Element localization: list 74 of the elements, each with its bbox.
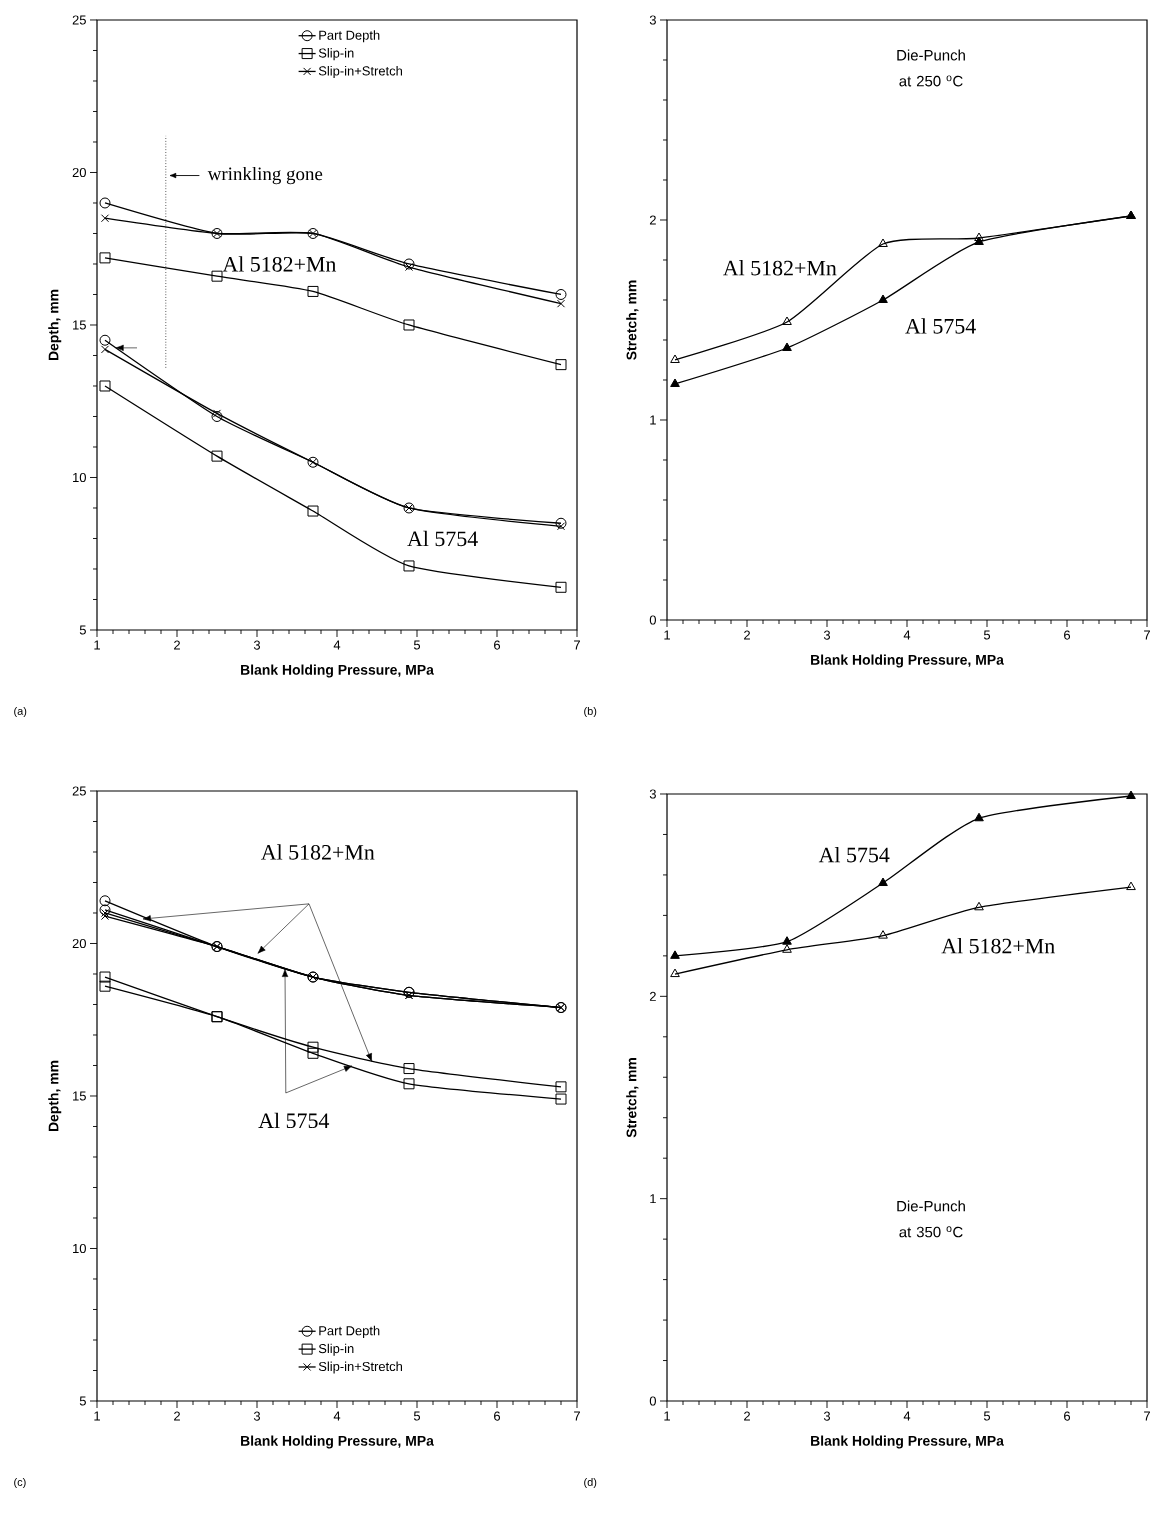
x-tick-label: 5 — [413, 640, 421, 650]
y-tick-label: 10 — [73, 472, 86, 483]
x-tick-label: 3 — [823, 630, 831, 640]
x-tick-label: 3 — [823, 1411, 831, 1421]
annotation: Al 5754 — [258, 1112, 330, 1129]
y-tick-label: 2 — [649, 215, 656, 225]
x-tick-label: 7 — [1144, 630, 1150, 640]
legend-label: Part Depth — [319, 1325, 380, 1338]
x-tick-label: 4 — [903, 1411, 911, 1421]
annotation: Al 5182+Mn — [222, 256, 337, 272]
x-tick-label: 2 — [174, 640, 180, 650]
x-tick-label: 7 — [574, 1411, 580, 1421]
legend-label: Slip-in — [318, 48, 354, 61]
x-tick-label: 5 — [983, 630, 991, 640]
y-tick-label: 10 — [73, 1243, 86, 1254]
annotation: Al 5182+Mn — [941, 938, 1055, 954]
x-tick-label: 1 — [94, 1411, 100, 1421]
y-tick-label: 20 — [72, 167, 86, 178]
x-tick-label: 6 — [1064, 630, 1071, 640]
x-tick-label: 6 — [494, 1411, 501, 1421]
x-tick-label: 7 — [574, 640, 580, 650]
annotation: Al 5754 — [905, 318, 976, 334]
y-tick-label: 0 — [649, 615, 656, 625]
x-tick-label: 5 — [413, 1411, 421, 1421]
annotation: Die-Punch at 350 $^{o}$C — [897, 1200, 965, 1238]
y-tick-label: 1 — [650, 415, 656, 425]
x-axis-title: Blank Holding Pressure, MPa — [811, 654, 1004, 668]
x-axis-title: Blank Holding Pressure, MPa — [241, 1435, 434, 1449]
x-tick-label: 1 — [664, 630, 670, 640]
text: (b) — [584, 706, 597, 718]
y-tick-label: 15 — [73, 1091, 86, 1101]
y-tick-label: 3 — [649, 789, 656, 799]
x-tick-label: 4 — [333, 640, 341, 650]
x-tick-label: 7 — [1144, 1411, 1150, 1421]
text: (d) — [584, 1477, 597, 1489]
y-axis-title: Depth, mm — [48, 1060, 62, 1132]
y-tick-label: 20 — [72, 938, 86, 949]
y-tick-label: 15 — [73, 320, 86, 330]
y-axis-title: Stretch, mm — [626, 1058, 639, 1138]
legend-label: Slip-in+Stretch — [318, 65, 402, 79]
x-tick-label: 3 — [253, 1411, 261, 1421]
annotation: Al 5182+Mn — [723, 260, 837, 276]
legend-label: Part Depth — [319, 30, 380, 43]
legend-label: Slip-in+Stretch — [318, 1361, 402, 1374]
legend-label: Slip-in — [318, 1343, 354, 1356]
annotation: Die-Punch at 250 $^{o}$C — [897, 49, 965, 87]
x-tick-label: 1 — [664, 1411, 670, 1421]
x-tick-label: 3 — [253, 640, 261, 650]
x-axis-title: Blank Holding Pressure, MPa — [811, 1435, 1004, 1449]
x-tick-label: 5 — [983, 1411, 991, 1421]
y-tick-label: 25 — [72, 786, 86, 796]
x-tick-label: 1 — [94, 640, 100, 650]
y-tick-label: 2 — [649, 991, 656, 1001]
ref-line-label: wrinkling gone — [207, 166, 323, 185]
y-tick-label: 0 — [649, 1396, 656, 1406]
x-tick-label: 6 — [1064, 1411, 1071, 1421]
x-tick-label: 2 — [744, 1411, 750, 1421]
x-tick-label: 2 — [744, 630, 750, 640]
y-axis-title: Depth, mm — [48, 289, 62, 361]
x-tick-label: 6 — [494, 640, 501, 650]
text: (c) — [14, 1477, 26, 1489]
x-axis-title: Blank Holding Pressure, MPa — [241, 664, 434, 678]
annotation: Al 5754 — [407, 530, 478, 547]
y-tick-label: 3 — [649, 15, 656, 25]
annotation: Al 5754 — [818, 846, 890, 863]
y-tick-label: 1 — [650, 1194, 656, 1204]
y-tick-label: 25 — [72, 15, 86, 25]
text: (a) — [14, 706, 27, 718]
x-tick-label: 4 — [333, 1411, 341, 1421]
y-axis-title: Stretch, mm — [626, 280, 639, 360]
annotation: Al 5182+Mn — [261, 844, 375, 860]
x-tick-label: 4 — [903, 630, 911, 640]
y-tick-label: 5 — [79, 1396, 86, 1406]
x-tick-label: 2 — [174, 1411, 180, 1421]
